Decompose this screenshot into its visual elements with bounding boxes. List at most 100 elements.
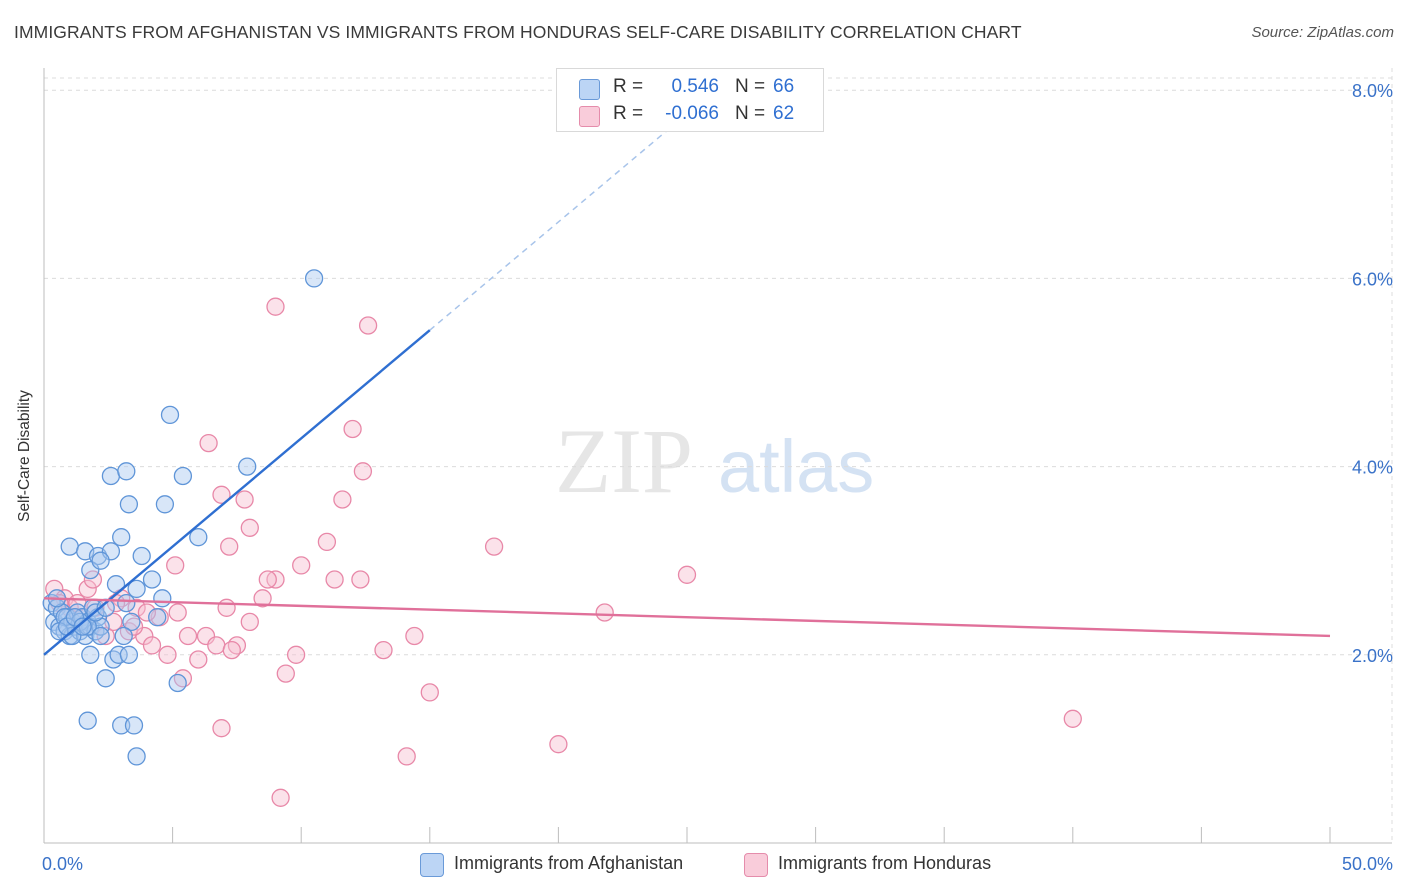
point-honduras [271, 788, 290, 807]
point-honduras [266, 297, 285, 316]
point-honduras [420, 683, 439, 702]
point-honduras [253, 589, 272, 608]
point-afghanistan [112, 528, 131, 547]
trend-lines [43, 113, 1331, 656]
legend-r-value: 0.546 [671, 76, 719, 97]
point-honduras [677, 565, 697, 584]
point-afghanistan [78, 711, 97, 730]
point-honduras [374, 640, 393, 660]
legend-n-value: 62 [773, 103, 795, 124]
point-honduras [358, 316, 378, 335]
point-honduras [240, 612, 259, 632]
point-afghanistan [160, 405, 180, 425]
point-honduras [137, 603, 157, 622]
point-honduras [158, 645, 177, 664]
point-honduras [78, 579, 97, 599]
point-honduras [266, 570, 285, 589]
point-afghanistan [117, 593, 136, 613]
point-honduras [595, 603, 614, 622]
point-afghanistan [117, 462, 136, 481]
point-honduras [397, 747, 416, 766]
legend-swatch-honduras [579, 106, 600, 127]
y-tick-label: 4.0% [1352, 458, 1393, 478]
source-label: Source: ZipAtlas.com [1251, 24, 1394, 41]
legend-r-label: R = [613, 103, 644, 124]
point-afghanistan [142, 570, 162, 589]
point-honduras [240, 518, 259, 537]
point-honduras [212, 485, 231, 504]
y-tick-label: 2.0% [1352, 646, 1393, 666]
point-afghanistan [304, 269, 324, 288]
point-afghanistan [109, 645, 128, 664]
point-afghanistan [238, 457, 257, 476]
point-honduras [325, 570, 344, 589]
chart-title: IMMIGRANTS FROM AFGHANISTAN VS IMMIGRANT… [14, 22, 1022, 42]
point-honduras [217, 598, 236, 617]
point-honduras [333, 490, 352, 509]
point-honduras [317, 532, 337, 552]
legend-row-afghanistan: R = 0.546 N = 66 [557, 75, 823, 101]
point-honduras [212, 719, 231, 738]
point-afghanistan [81, 645, 100, 664]
point-honduras [168, 603, 187, 622]
point-afghanistan [73, 617, 92, 636]
point-honduras [222, 640, 241, 660]
point-honduras [343, 419, 362, 439]
bottom-legend-swatch-honduras [744, 853, 768, 877]
point-honduras [353, 462, 373, 481]
point-afghanistan [189, 528, 208, 547]
point-honduras [258, 570, 277, 589]
point-afghanistan [91, 551, 110, 570]
trend-line-honduras [43, 597, 1331, 638]
point-afghanistan [148, 608, 167, 627]
point-honduras [351, 570, 370, 589]
legend-n-value: 66 [773, 76, 795, 97]
point-afghanistan [155, 495, 175, 514]
legend-r-value: -0.066 [665, 103, 719, 124]
y-tick-label: 6.0% [1352, 269, 1393, 289]
point-honduras [405, 626, 424, 646]
point-honduras [484, 537, 504, 556]
point-afghanistan [112, 716, 131, 735]
tick-labels: 2.0% 4.0% 6.0% 8.0% 0.0% 50.0% [42, 81, 1393, 874]
x-tick-label: 50.0% [1342, 854, 1393, 874]
watermark: ZIP atlas [555, 410, 874, 512]
point-afghanistan [114, 626, 133, 646]
point-afghanistan [168, 673, 187, 693]
point-afghanistan [132, 546, 151, 566]
point-afghanistan [60, 537, 79, 556]
point-honduras [166, 556, 185, 575]
legend-row-honduras: R = -0.066 N = 62 [557, 102, 823, 128]
point-afghanistan [122, 612, 141, 632]
legend: R = 0.546 N = 66 R = -0.066 N = 62 [556, 68, 824, 132]
point-honduras [189, 650, 208, 669]
legend-r-label: R = [613, 76, 644, 97]
trend-line-afghanistan-extension [429, 113, 688, 331]
point-honduras [207, 636, 226, 655]
series-afghanistan-points [42, 269, 324, 766]
point-afghanistan [91, 617, 110, 636]
point-honduras [178, 626, 198, 646]
x-tick-label: 0.0% [42, 854, 83, 874]
legend-n-label: N = [735, 76, 766, 97]
point-afghanistan [101, 466, 121, 486]
axes [43, 68, 1392, 844]
point-afghanistan [173, 466, 193, 486]
point-honduras [292, 556, 311, 575]
point-honduras [286, 645, 306, 664]
point-afghanistan [91, 626, 110, 646]
point-afghanistan [127, 579, 146, 599]
point-honduras [276, 664, 295, 683]
point-honduras [235, 490, 254, 509]
watermark-zip: ZIP [555, 410, 693, 512]
bottom-legend-swatch-afghanistan [420, 853, 444, 877]
point-afghanistan [153, 589, 172, 608]
point-afghanistan [65, 608, 85, 627]
point-afghanistan [119, 495, 139, 514]
point-honduras [199, 433, 218, 453]
trend-line-afghanistan [43, 329, 431, 656]
point-honduras [549, 735, 568, 754]
point-honduras [96, 626, 115, 646]
legend-swatch-afghanistan [579, 79, 600, 100]
